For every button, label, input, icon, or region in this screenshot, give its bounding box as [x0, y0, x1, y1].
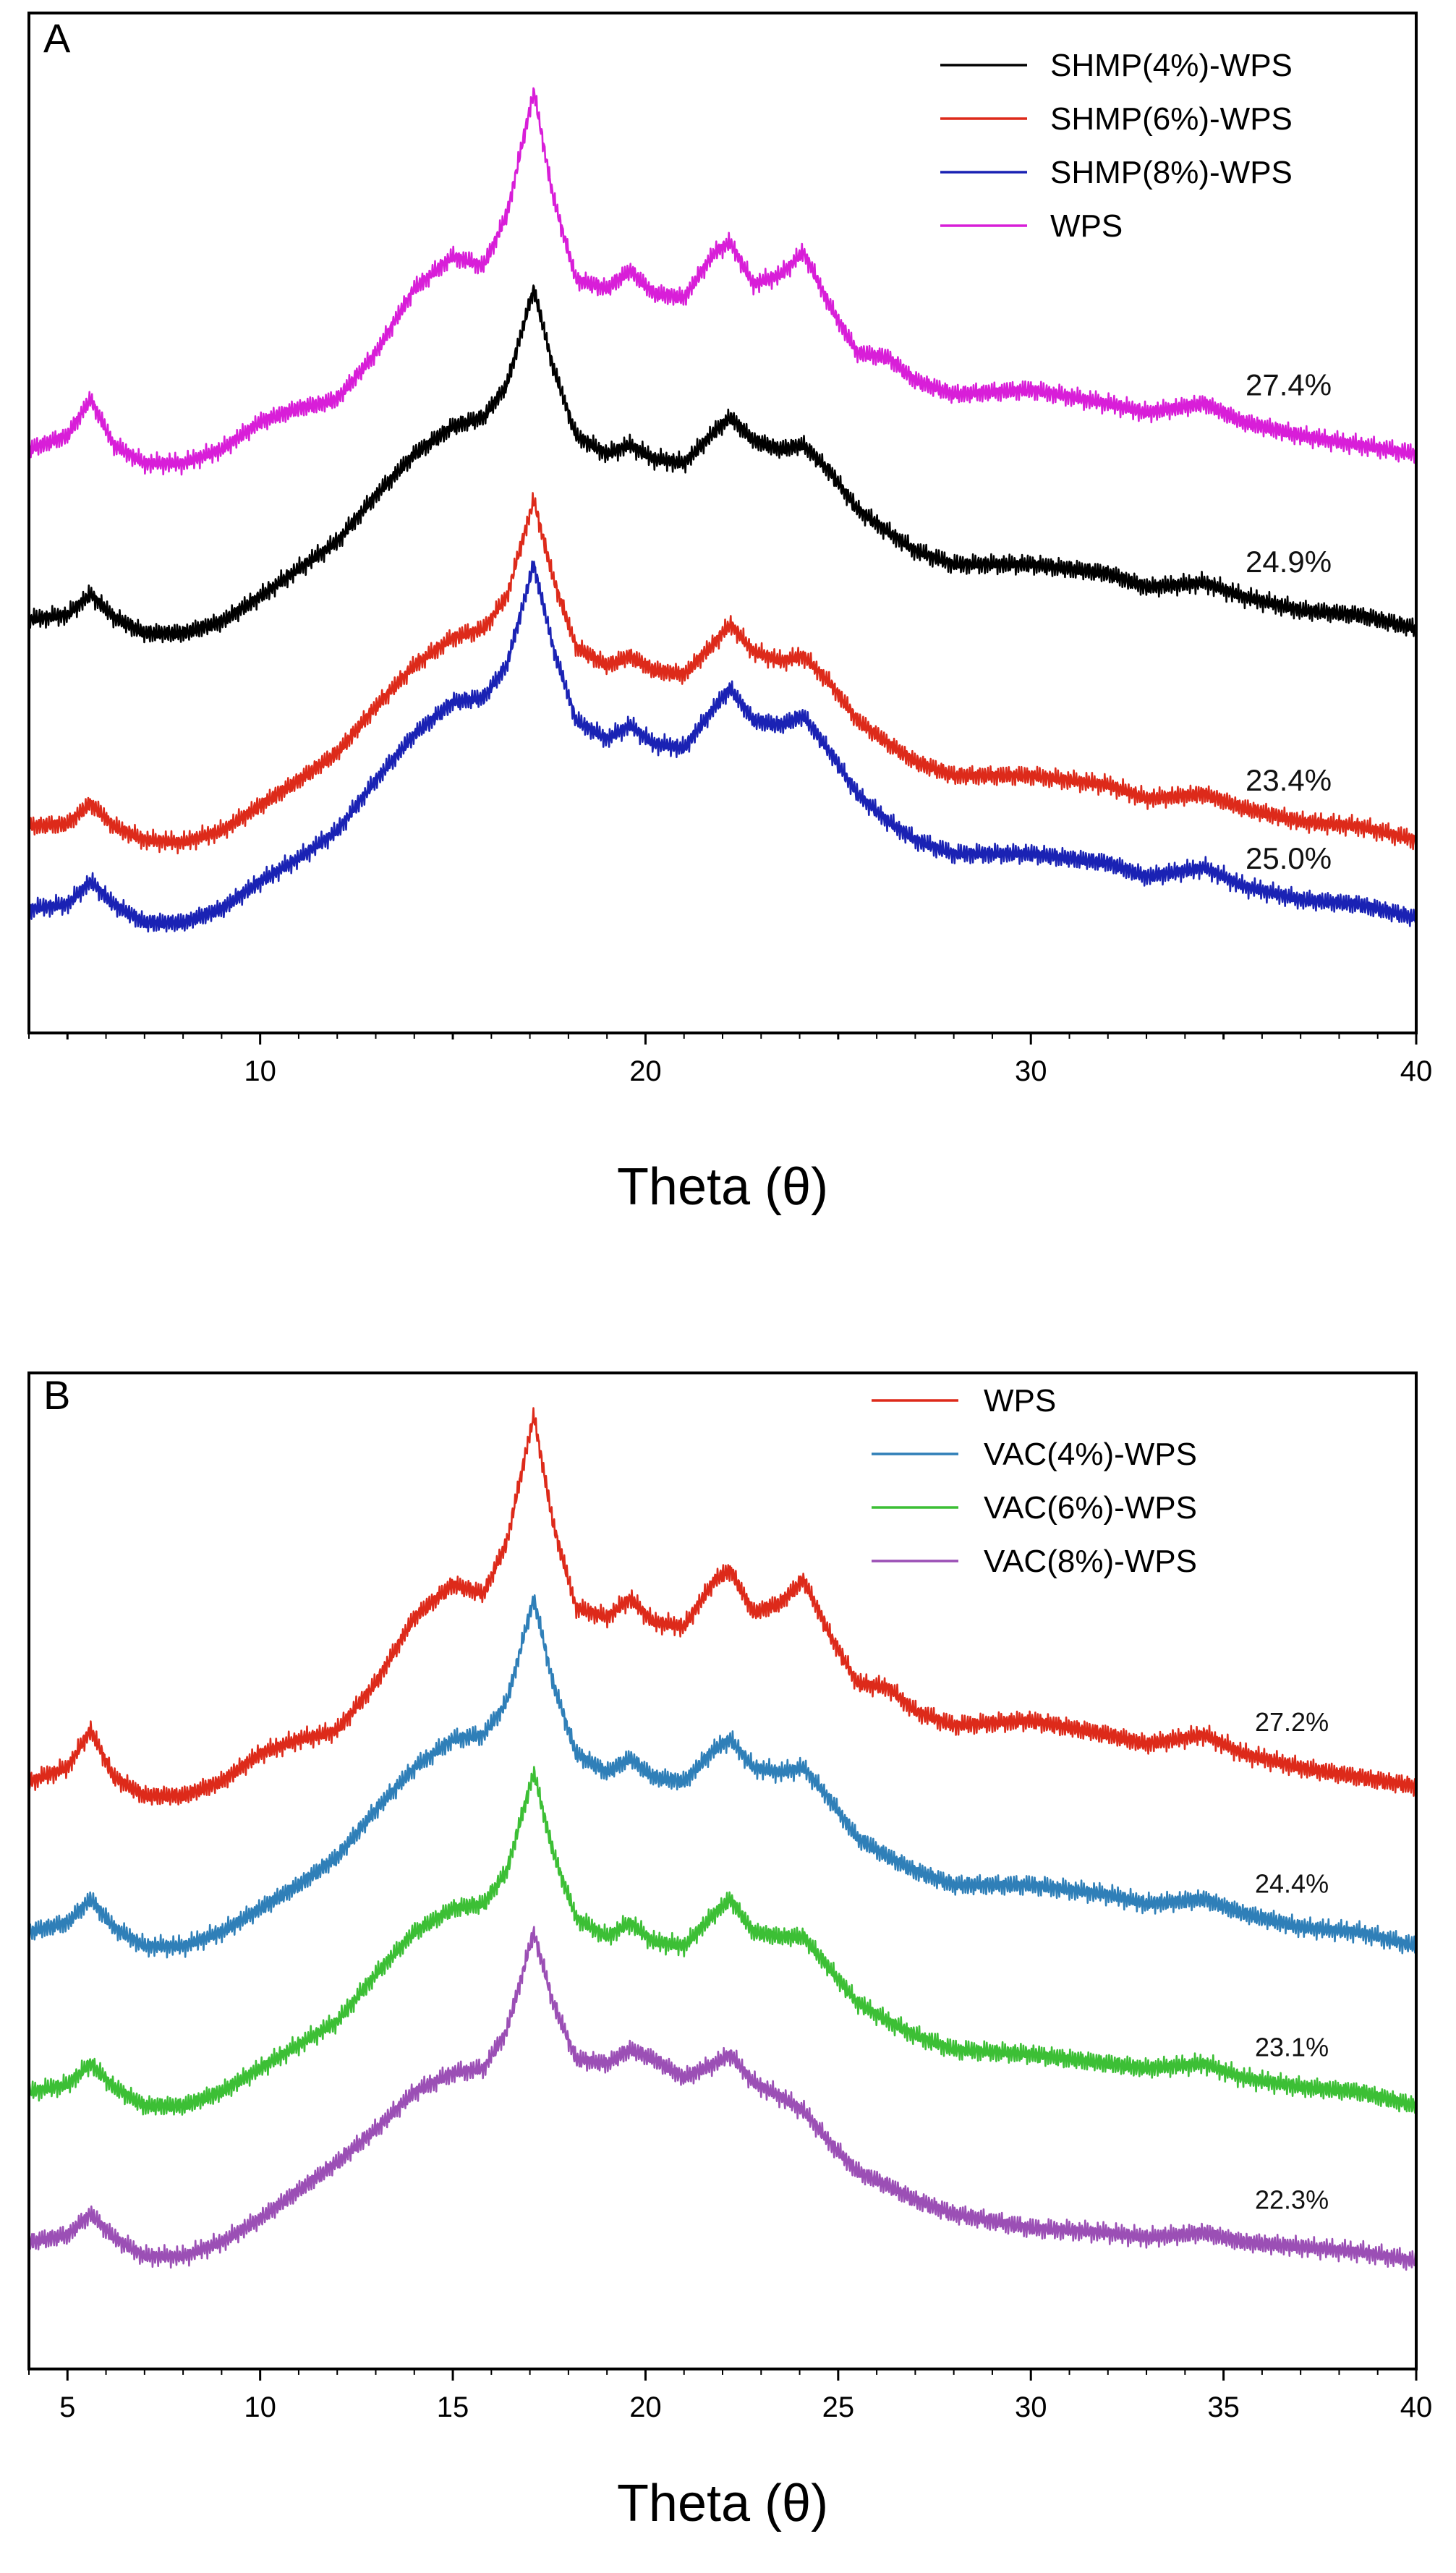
legend-label: VAC(4%)-WPS [984, 1437, 1197, 1472]
series-line-2 [29, 1594, 1416, 1959]
series-value-label: 24.9% [1246, 545, 1332, 579]
series-group [29, 1407, 1416, 2271]
series-line-4 [29, 1926, 1416, 2271]
x-tick-label: 30 [1015, 1055, 1047, 1087]
panel-letter: B [43, 1372, 70, 1418]
x-tick-label: 5 [59, 2391, 75, 2423]
legend-label: SHMP(4%)-WPS [1050, 48, 1293, 83]
x-axis-label: Theta (θ) [617, 2475, 828, 2532]
series-group [29, 87, 1416, 933]
series-value-label: 23.1% [1255, 2032, 1329, 2062]
plot-frame [27, 1371, 1418, 2370]
x-axis-label: Theta (θ) [617, 1158, 828, 1216]
series-line-1 [29, 284, 1416, 644]
legend-label: WPS [1050, 208, 1123, 244]
legend-label: VAC(6%)-WPS [984, 1490, 1197, 1526]
series-value-label: 25.0% [1246, 841, 1332, 875]
series-value-label: 23.4% [1246, 763, 1332, 797]
legend: SHMP(4%)-WPS SHMP(6%)-WPS SHMP(8%)-WPS WPS [940, 48, 1293, 244]
legend: WPS VAC(4%)-WPS VAC(6%)-WPS VAC(8%)-WPS [872, 1383, 1197, 1579]
chart-panel-b: 27.2% 24.4% 23.1% 22.3% 5 10 15 20 25 30 35 40 Theta… [27, 1371, 1433, 2532]
x-tick-label: 35 [1207, 2391, 1240, 2423]
series-line-3 [29, 1766, 1416, 2116]
x-tick-label: 30 [1015, 2391, 1047, 2423]
series-line-2 [29, 492, 1416, 855]
x-tick-label: 10 [244, 1055, 276, 1087]
x-tick-label: 15 [437, 2391, 469, 2423]
chart-panel-a: 24.9% 23.4% 25.0% 27.4% 10 20 30 40 Theta (θ) A SH… [27, 12, 1433, 1216]
series-value-label: 24.4% [1255, 1869, 1329, 1899]
series-value-label: 27.4% [1246, 368, 1332, 402]
legend-label: VAC(8%)-WPS [984, 1544, 1197, 1579]
series-value-label: 22.3% [1255, 2185, 1329, 2214]
legend-label: SHMP(8%)-WPS [1050, 155, 1293, 190]
series-line-3 [29, 560, 1416, 933]
series-line-1 [29, 1407, 1416, 1806]
legend-label: WPS [984, 1383, 1056, 1419]
x-tick-label: 10 [244, 2391, 276, 2423]
x-tick-label: 40 [1400, 1055, 1433, 1087]
series-line-4 [29, 87, 1416, 476]
x-tick-label: 20 [629, 2391, 662, 2423]
legend-label: SHMP(6%)-WPS [1050, 101, 1293, 137]
x-tick-label: 20 [629, 1055, 662, 1087]
x-tick-label: 25 [822, 2391, 855, 2423]
series-value-label: 27.2% [1255, 1707, 1329, 1737]
x-tick-label: 40 [1400, 2391, 1433, 2423]
panel-letter: A [43, 15, 71, 61]
